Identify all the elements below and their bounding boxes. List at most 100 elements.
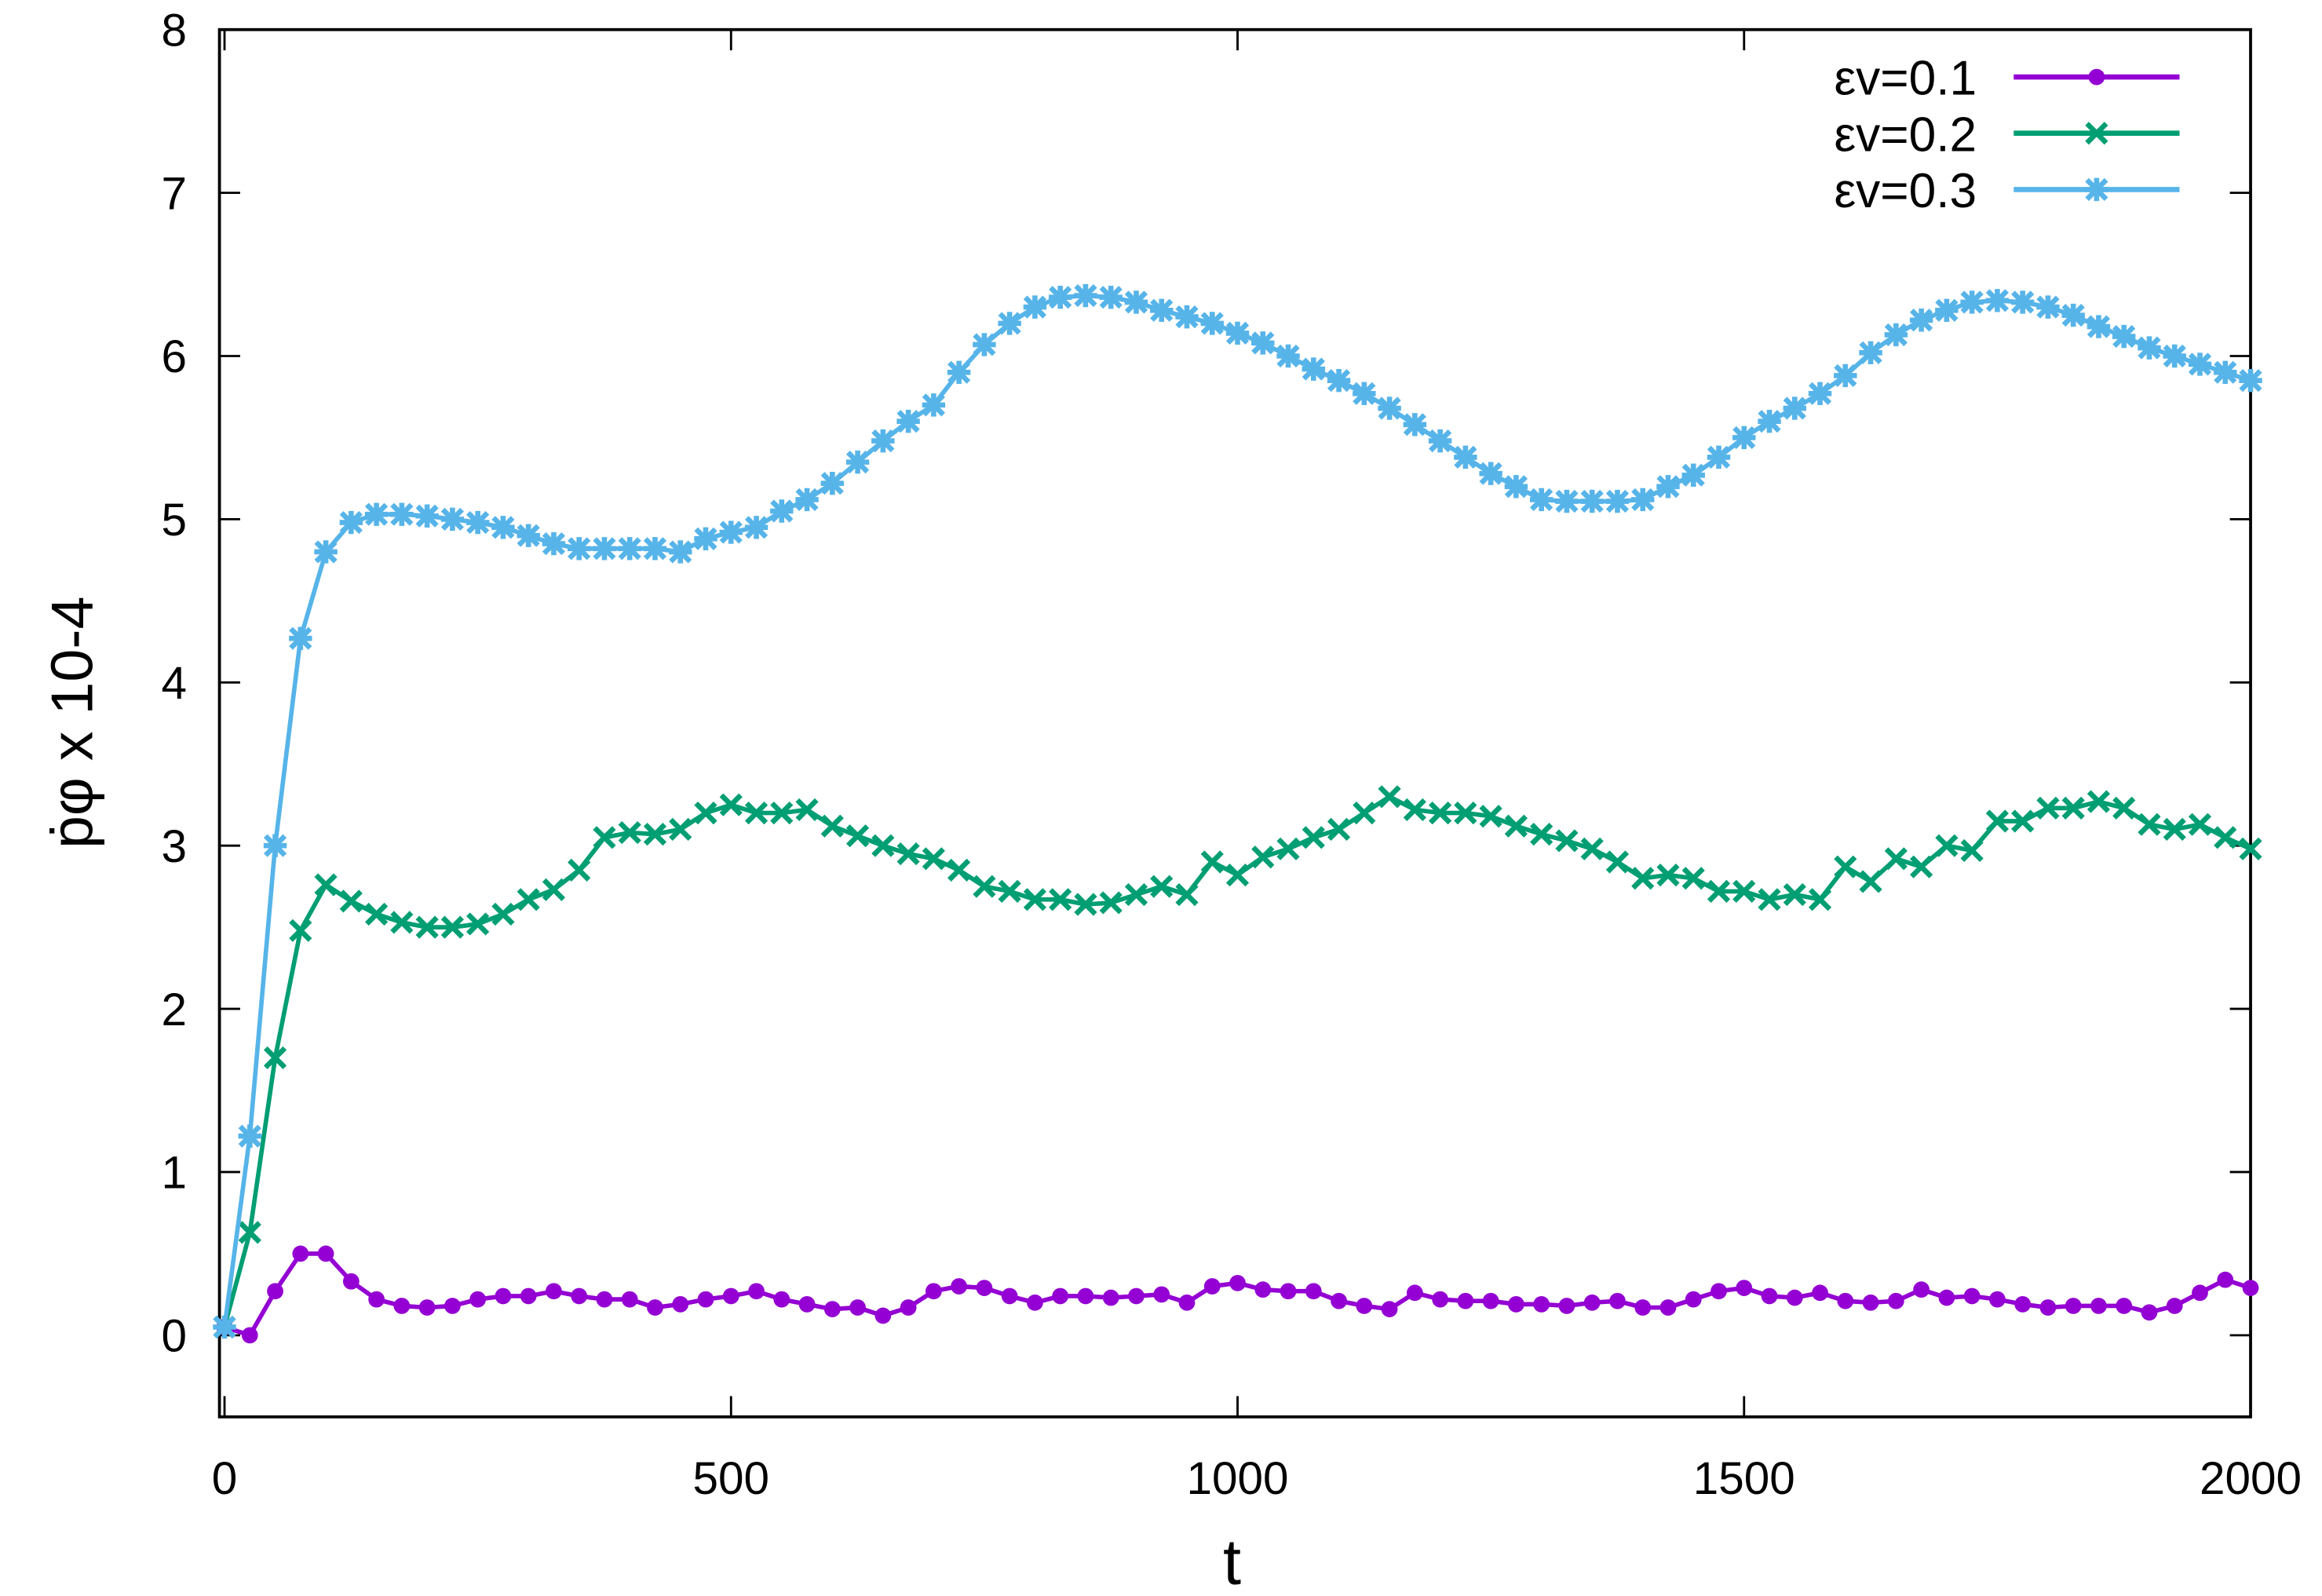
x-tick-label: 1000: [1186, 1453, 1288, 1504]
marker: [922, 847, 945, 871]
plot-frame: [217, 27, 2252, 1419]
marker: [444, 1298, 461, 1314]
marker: [567, 537, 591, 561]
x-tick-label: 2000: [2200, 1453, 2302, 1504]
marker: [466, 912, 490, 936]
marker: [542, 531, 566, 556]
legend-label: εv=0.2: [1834, 108, 1977, 162]
marker: [314, 540, 338, 564]
marker: [694, 527, 717, 551]
marker: [517, 888, 540, 911]
marker: [1508, 1295, 1524, 1313]
marker: [342, 1273, 360, 1290]
marker: [2163, 817, 2186, 841]
marker: [697, 1291, 714, 1308]
marker: [1605, 489, 1630, 513]
marker: [1504, 475, 1528, 499]
marker: [1454, 445, 1477, 469]
series-line: [222, 293, 2251, 1328]
series: [216, 1245, 2259, 1344]
marker: [1305, 1283, 1322, 1300]
marker: [469, 1291, 487, 1308]
marker: [1052, 1287, 1069, 1305]
marker: [1681, 867, 1705, 890]
marker: [263, 834, 287, 857]
marker: [1102, 1289, 1119, 1306]
marker: [1200, 850, 1224, 874]
marker: [1758, 409, 1781, 433]
marker: [1533, 1295, 1550, 1313]
x-tick-label: 500: [693, 1453, 770, 1504]
marker: [267, 1283, 283, 1300]
marker: [1023, 888, 1047, 911]
marker: [1707, 445, 1731, 469]
marker: [1837, 1292, 1854, 1309]
marker: [722, 1287, 739, 1305]
marker: [2112, 324, 2136, 349]
marker: [1558, 1298, 1575, 1314]
marker: [1529, 488, 1553, 512]
marker: [2112, 796, 2136, 820]
marker: [820, 814, 844, 838]
marker: [1331, 1292, 1347, 1309]
marker: [773, 1291, 790, 1308]
marker: [289, 626, 312, 650]
marker: [1504, 814, 1528, 838]
marker: [440, 915, 464, 939]
y-tick-label: 3: [162, 821, 188, 872]
x-tick-label: 1500: [1693, 1453, 1795, 1504]
marker: [241, 1327, 258, 1344]
marker: [1913, 1281, 1930, 1298]
marker: [2141, 1304, 2158, 1321]
marker: [238, 1221, 261, 1244]
legend-label: εv=0.1: [1834, 52, 1977, 106]
marker: [719, 793, 743, 816]
marker: [1859, 341, 1882, 365]
marker: [263, 1046, 287, 1070]
marker: [1786, 1289, 1803, 1306]
marker: [2061, 303, 2085, 327]
marker: [1887, 1292, 1904, 1309]
marker: [1659, 1299, 1677, 1316]
marker: [973, 333, 996, 356]
marker: [418, 1299, 436, 1316]
marker: [795, 488, 819, 512]
marker: [1027, 1294, 1043, 1311]
marker: [1909, 309, 1933, 332]
marker: [849, 1299, 866, 1316]
marker: [1178, 1294, 1196, 1311]
marker: [2010, 290, 2035, 314]
marker: [596, 1291, 613, 1308]
marker: [1605, 850, 1630, 874]
marker: [339, 510, 363, 535]
y-tick-label: 5: [162, 495, 188, 546]
marker: [643, 823, 667, 846]
marker: [1099, 891, 1123, 915]
marker: [1074, 283, 1097, 308]
marker: [1099, 285, 1123, 309]
marker: [1938, 1289, 1955, 1306]
marker: [390, 502, 414, 526]
marker: [2085, 177, 2108, 202]
marker: [1812, 1284, 1828, 1302]
marker: [1276, 344, 1300, 368]
marker: [845, 450, 870, 474]
x-tick-label: 0: [212, 1453, 238, 1504]
marker: [1280, 1283, 1297, 1300]
legend: εv=0.1εv=0.2εv=0.3: [1834, 52, 2180, 218]
marker: [1707, 879, 1731, 903]
marker: [896, 409, 920, 433]
marker: [568, 858, 591, 882]
marker: [2188, 813, 2212, 836]
marker: [1128, 1287, 1145, 1305]
marker: [1327, 817, 1351, 841]
marker: [1403, 798, 1426, 822]
y-axis-label: ṗφ x 10-4: [38, 597, 104, 849]
marker: [1761, 1287, 1778, 1305]
marker: [1479, 805, 1502, 828]
marker: [2087, 790, 2111, 813]
marker: [238, 1124, 261, 1148]
marker: [976, 1280, 993, 1296]
marker: [795, 798, 819, 822]
marker: [1153, 1286, 1170, 1303]
